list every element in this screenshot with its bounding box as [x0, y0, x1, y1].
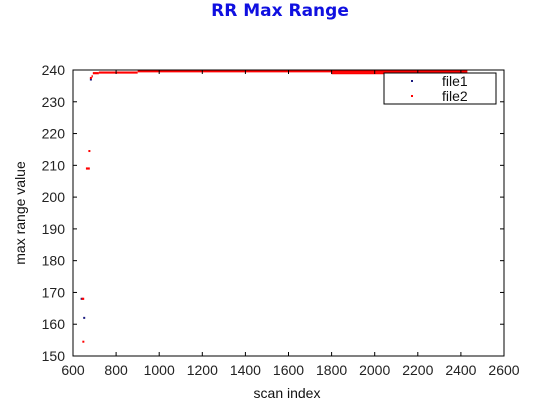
x-tick-label: 600 [61, 362, 85, 378]
x-tick-label: 2400 [445, 362, 476, 378]
x-tick-label: 2600 [488, 362, 519, 378]
y-tick-label: 230 [42, 94, 66, 110]
legend-label-file2: file2 [442, 88, 468, 104]
data-point [88, 150, 91, 153]
data-point [82, 340, 85, 343]
chart-title: RR Max Range [211, 1, 349, 21]
y-tick-label: 210 [42, 157, 66, 173]
x-tick-label: 2200 [402, 362, 433, 378]
y-tick-label: 150 [42, 348, 66, 364]
legend-label-file1: file1 [442, 73, 468, 89]
data-point [89, 76, 92, 79]
plot-area [80, 70, 468, 343]
legend-box [383, 72, 497, 105]
x-tick-label: 1200 [187, 362, 218, 378]
legend-marker-file1 [411, 80, 413, 82]
y-tick-label: 200 [42, 189, 66, 205]
data-point [89, 78, 92, 81]
y-tick-label: 170 [42, 284, 66, 300]
x-tick-label: 2000 [359, 362, 390, 378]
plot-frame [72, 69, 505, 357]
axes: 600 800 1000 1200 1400 1600 1800 2000 2200 2400 26… [42, 62, 520, 378]
y-tick-label: 180 [42, 253, 66, 269]
y-tick-label: 220 [42, 126, 66, 142]
y-axis-label: max range value [12, 161, 28, 265]
y-tick-label: 240 [42, 62, 66, 78]
series-file2 [81, 70, 468, 343]
x-tick-label: 1400 [230, 362, 261, 378]
y-tick-label: 190 [42, 221, 66, 237]
data-point [83, 316, 86, 319]
x-tick-label: 800 [104, 362, 128, 378]
x-axis-label: scan index [254, 385, 321, 401]
x-tick-label: 1600 [273, 362, 304, 378]
x-tick-label: 1000 [144, 362, 175, 378]
legend-marker-file2 [411, 95, 413, 97]
series-file1 [80, 78, 92, 319]
y-tick-label: 160 [42, 316, 66, 332]
x-tick-label: 1800 [316, 362, 347, 378]
